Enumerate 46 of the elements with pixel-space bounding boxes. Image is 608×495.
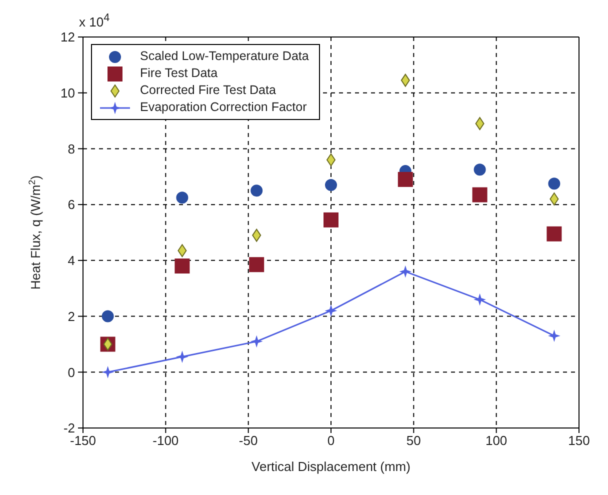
- point: [550, 192, 559, 206]
- point: [324, 212, 338, 228]
- point: [546, 226, 562, 242]
- x-axis-title: Vertical Displacement (mm): [252, 459, 410, 474]
- legend-label: Scaled Low-Temperature Data: [140, 48, 309, 65]
- point: [174, 258, 190, 274]
- point: [252, 336, 262, 346]
- point: [176, 192, 188, 204]
- point: [474, 164, 486, 176]
- point: [400, 74, 410, 87]
- point: [400, 266, 410, 277]
- point: [252, 228, 262, 242]
- y-tick-label: 0: [68, 364, 75, 380]
- point: [103, 338, 112, 351]
- point: [102, 310, 114, 322]
- x-tick-label: -100: [152, 433, 179, 448]
- y-tick-label: 4: [68, 253, 75, 268]
- y-tick-label: -2: [63, 420, 75, 436]
- legend-label: Corrected Fire Test Data: [140, 82, 276, 99]
- x-tick-label: -50: [238, 433, 258, 448]
- point: [475, 117, 484, 130]
- point: [102, 367, 113, 378]
- x-tick-label: -150: [70, 433, 96, 448]
- point: [326, 306, 336, 316]
- point: [177, 352, 188, 362]
- point: [178, 244, 187, 258]
- y-tick-label: 8: [68, 141, 75, 156]
- point: [325, 179, 337, 192]
- point: [249, 257, 264, 272]
- point: [474, 294, 485, 305]
- legend-label: Fire Test Data: [140, 65, 218, 82]
- point: [472, 187, 488, 202]
- point: [250, 184, 263, 197]
- y-tick-label: 12: [60, 30, 75, 45]
- point: [548, 178, 560, 190]
- y-tick-label: 10: [60, 85, 75, 100]
- y-tick-label: 6: [68, 197, 75, 212]
- point: [549, 330, 560, 341]
- y-tick-label: 2: [68, 308, 75, 324]
- point: [398, 172, 413, 187]
- text: x 10$^{4}$: [79, 12, 110, 30]
- x-tick-label: 150: [568, 433, 590, 448]
- x-tick-label: 0: [327, 433, 335, 448]
- legend-label: Evaporation Correction Factor: [140, 99, 307, 116]
- x-tick-label: 50: [406, 433, 421, 448]
- x-tick-label: 100: [485, 433, 508, 448]
